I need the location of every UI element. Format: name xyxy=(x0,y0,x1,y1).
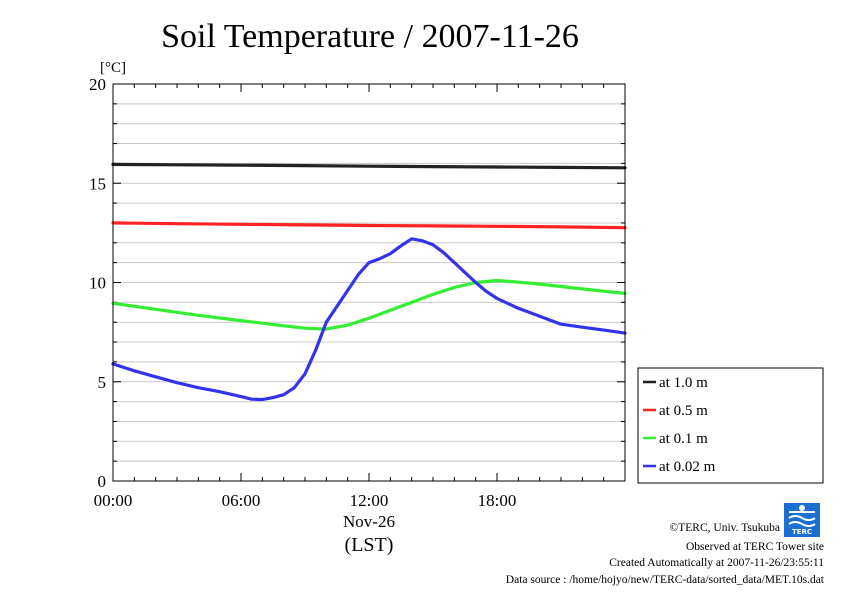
logo-text: TERC xyxy=(792,528,812,536)
footer-created: Created Automatically at 2007-11-26/23:5… xyxy=(609,557,824,569)
legend-label-at-0-5-m: at 0.5 m xyxy=(659,403,708,419)
chart-title: Soil Temperature / 2007-11-26 xyxy=(161,18,579,55)
series-line-at-1-0-m xyxy=(111,162,627,170)
x-axis-date-label: Nov-26 xyxy=(343,512,395,531)
footer-copyright: ©TERC, Univ. Tsukuba xyxy=(670,522,780,534)
series-line-at-0-1-m xyxy=(111,278,627,331)
series-line-at-0-02-m xyxy=(111,237,627,402)
x-tick-label: 06:00 xyxy=(222,491,261,510)
sun-icon xyxy=(799,505,805,511)
footer-source: Data source : /home/hojyo/new/TERC-data/… xyxy=(506,574,825,586)
legend-label-at-0-1-m: at 0.1 m xyxy=(659,431,708,447)
x-axis-label: (LST) xyxy=(345,534,394,556)
y-tick-label: 0 xyxy=(98,472,107,491)
plot-frame xyxy=(112,83,626,482)
waves-icon xyxy=(788,511,816,527)
y-tick-label: 15 xyxy=(89,174,106,193)
legend-label-at-1-0-m: at 1.0 m xyxy=(659,375,708,391)
terc-logo: TERC xyxy=(784,503,820,537)
legend-box xyxy=(637,367,824,484)
series-line-at-0-5-m xyxy=(111,221,627,230)
y-tick-label: 10 xyxy=(89,274,106,293)
grid-lines xyxy=(113,103,625,462)
legend: at 1.0 m at 0.5 m at 0.1 m at 0.02 m xyxy=(637,367,824,484)
x-tick-label: 00:00 xyxy=(94,491,133,510)
x-axis-ticks: 00:00 06:00 12:00 18:00 xyxy=(94,84,626,510)
x-tick-label: 18:00 xyxy=(478,491,517,510)
series-lines xyxy=(111,162,627,402)
y-tick-label: 20 xyxy=(89,75,106,94)
x-tick-label: 12:00 xyxy=(350,491,389,510)
footer-observed: Observed at TERC Tower site xyxy=(686,541,824,553)
y-axis-unit-label: [°C] xyxy=(100,60,126,76)
y-tick-label: 5 xyxy=(98,373,107,392)
legend-label-at-0-02-m: at 0.02 m xyxy=(659,459,716,475)
